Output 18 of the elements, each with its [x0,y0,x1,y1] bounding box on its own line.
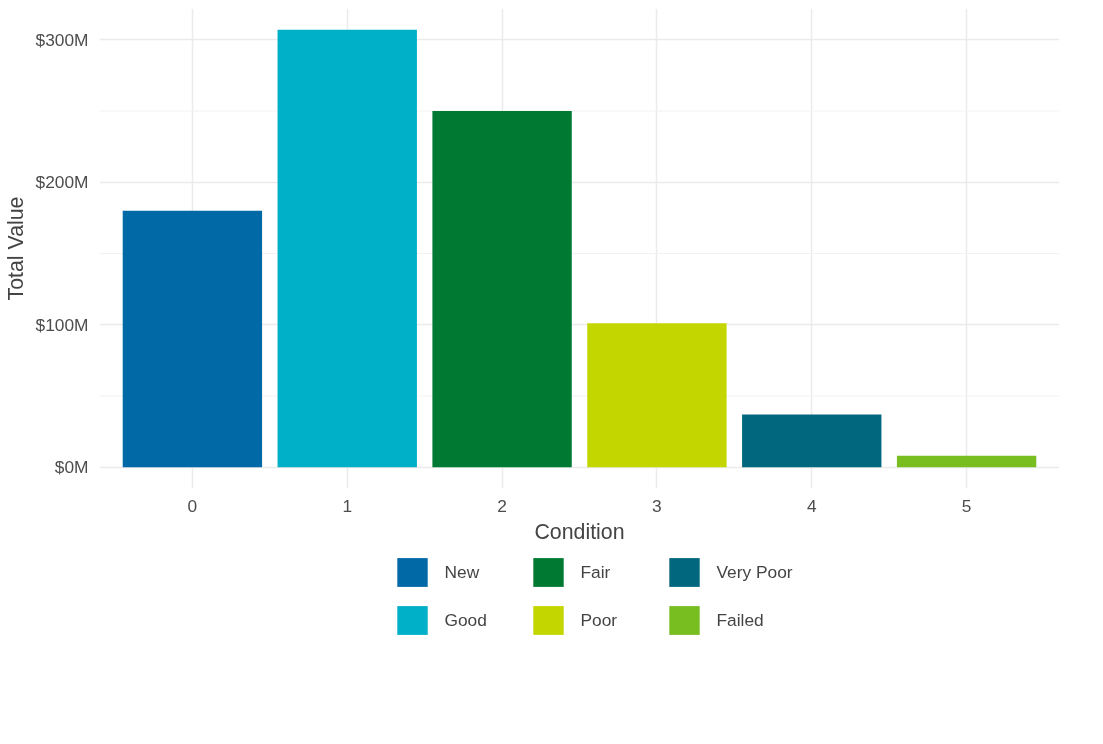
x-tick-label: 2 [497,495,507,516]
legend-label: Very Poor [716,560,794,584]
legend-label: Poor [580,608,619,632]
legend-label: Good [444,608,488,632]
legend-label: Failed [716,608,765,632]
legend-label: New [444,560,481,584]
y-tick-label: $0M [54,457,89,478]
legend-label: Fair [580,560,612,584]
y-tick-label: $100M [35,314,89,335]
y-tick-label: $300M [35,29,89,50]
x-axis-title: Condition [534,519,625,544]
x-tick-label: 0 [187,495,198,516]
x-tick-label: 1 [342,495,353,516]
x-tick-label: 3 [652,495,662,516]
x-tick-label: 5 [961,495,972,516]
y-tick-label: $200M [35,172,89,193]
y-axis-title: Total Value [3,196,28,301]
x-tick-label: 4 [806,495,817,516]
